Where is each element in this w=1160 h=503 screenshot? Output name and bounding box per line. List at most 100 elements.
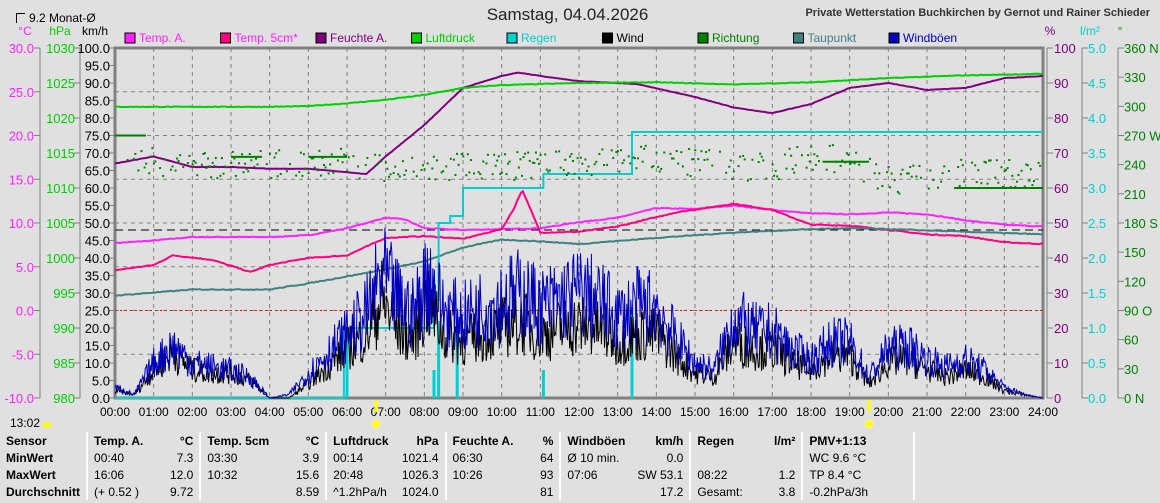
press-tick-label: 990 <box>53 321 75 336</box>
wind-direction-dot <box>313 166 316 169</box>
rain-tick-label: 1.5 <box>1088 286 1106 301</box>
table-cell: Ø 10 min. <box>567 450 620 465</box>
sun-icon <box>371 419 381 429</box>
legend-label: Wind <box>617 31 644 45</box>
dir-tick-label: 270 W <box>1124 129 1160 144</box>
temp-tick-label: -10.0 <box>4 391 34 406</box>
table-cell: 06:30 <box>452 450 483 465</box>
wind-direction-dot <box>896 190 899 193</box>
wind-direction-dot <box>848 162 851 165</box>
wind-direction-dot <box>456 152 459 155</box>
press-tick-label: 995 <box>53 286 75 301</box>
wind-direction-dot <box>947 169 950 172</box>
wind-tick-label: 15.0 <box>85 339 110 354</box>
wind-direction-dot <box>590 174 593 177</box>
temp-axis-unit: °C <box>18 24 32 38</box>
wind-direction-dot <box>422 164 425 167</box>
wind-direction-dot <box>573 172 576 175</box>
dir-tick-label: 0 N <box>1124 391 1144 406</box>
wind-direction-dot <box>677 162 680 165</box>
dir-tick-label: 360 N <box>1124 41 1159 56</box>
wind-direction-dot <box>497 155 500 158</box>
wind-direction-dot <box>493 153 496 156</box>
table-cell: 93 <box>519 466 562 483</box>
wind-direction-dot <box>519 158 522 161</box>
wind-direction-dot <box>237 162 240 165</box>
wind-direction-dot <box>1005 168 1008 171</box>
temp-tick-label: 0.0 <box>16 304 34 319</box>
wind-direction-dot <box>652 165 655 168</box>
wind-direction-dot <box>606 163 609 166</box>
wind-direction-dot <box>392 172 395 175</box>
table-cell <box>751 449 804 466</box>
wind-direction-dot <box>480 177 483 180</box>
wind-direction-dot <box>466 153 469 156</box>
wind-direction-dot <box>539 154 542 157</box>
temp-tick-label: 5.0 <box>16 260 34 275</box>
wind-direction-dot <box>171 165 174 168</box>
wind-direction-dot <box>728 165 731 168</box>
wind-direction-dot <box>230 161 233 164</box>
series-regen <box>115 131 1043 399</box>
wind-direction-dot <box>686 173 689 176</box>
wind-direction-dot <box>632 156 635 159</box>
x-tick-label: 24:00 <box>1028 405 1058 419</box>
wind-direction-dot <box>145 162 148 165</box>
wind-direction-dot <box>633 157 636 160</box>
wind-direction-dot <box>411 156 414 159</box>
wind-direction-dot <box>273 156 276 159</box>
wind-direction-dot <box>762 159 765 162</box>
wind-direction-dot <box>887 165 890 168</box>
wind-tick-label: 40.0 <box>85 251 110 266</box>
cloud-icon <box>42 422 53 427</box>
wind-direction-dot <box>254 157 257 160</box>
table-cell: 17.2 <box>631 483 692 500</box>
monthly-average-label: 9.2 Monat-Ø <box>29 11 96 25</box>
dir-tick-label: 120 <box>1124 274 1146 289</box>
wind-direction-dot <box>527 151 530 154</box>
wind-direction-dot <box>587 165 590 168</box>
dir-tick-label: 90 O <box>1124 304 1152 319</box>
wind-direction-dot <box>886 171 889 174</box>
wind-direction-dot <box>943 165 946 168</box>
wind-direction-dot <box>279 172 282 175</box>
wind-direction-dot <box>901 168 904 171</box>
wind-direction-dot <box>536 158 539 161</box>
rain-tick-label: 1.0 <box>1088 321 1106 336</box>
wind-direction-dot <box>688 147 691 150</box>
wind-direction-dot <box>743 158 746 161</box>
wind-direction-dot <box>347 156 350 159</box>
wind-direction-dot <box>619 149 622 152</box>
wind-direction-dot <box>757 161 760 164</box>
legend-swatch <box>411 32 422 44</box>
legend-swatch <box>506 32 518 44</box>
wind-direction-dot <box>324 166 327 169</box>
series-windb-en <box>114 227 1044 399</box>
wind-direction-dot <box>610 149 613 152</box>
wind-direction-dot <box>940 180 943 183</box>
press-tick-label: 1010 <box>46 181 75 196</box>
wind-direction-dot <box>899 173 902 176</box>
x-tick-label: 22:00 <box>951 405 981 419</box>
wind-direction-dot <box>207 157 210 160</box>
wind-direction-dot <box>454 173 457 176</box>
x-tick-label: 17:00 <box>757 405 787 419</box>
x-tick-label: 14:00 <box>641 405 671 419</box>
wind-direction-dot <box>1026 164 1029 167</box>
checkbox-icon[interactable] <box>16 13 25 23</box>
wind-direction-dot <box>997 181 1000 184</box>
wind-direction-dot <box>918 164 921 167</box>
wind-direction-dot <box>336 159 339 162</box>
column-header: l/m² <box>751 432 804 449</box>
wind-tick-label: 20.0 <box>85 321 110 336</box>
wind-direction-dot <box>182 166 185 169</box>
wind-direction-dot <box>788 147 791 150</box>
series-temp-a- <box>114 204 1044 245</box>
wind-tick-label: 45.0 <box>85 234 110 249</box>
wind-direction-dot <box>403 173 406 176</box>
wind-direction-dot <box>330 153 333 156</box>
press-axis-unit: hPa <box>49 24 71 38</box>
table-cell: 1.2 <box>751 466 804 483</box>
wind-direction-dot <box>516 151 519 154</box>
monthly-average-toggle[interactable]: 9.2 Monat-Ø <box>16 11 96 25</box>
